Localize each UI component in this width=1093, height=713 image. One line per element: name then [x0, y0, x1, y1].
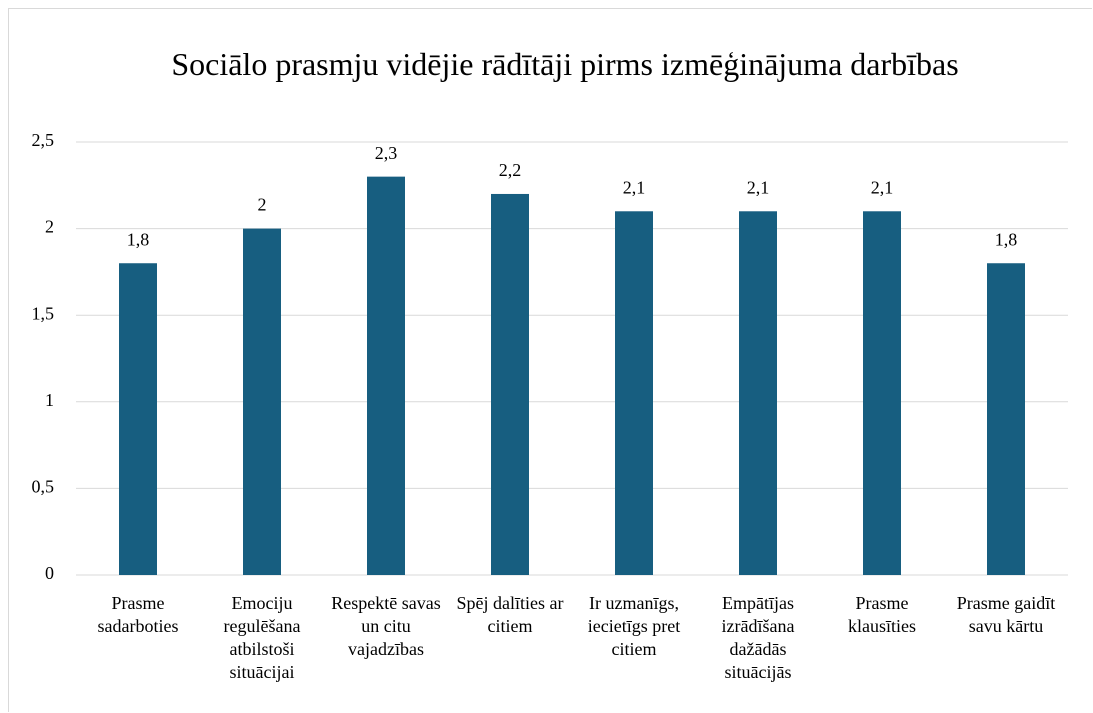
x-tick-label: Emociju regulēšana atbilstoši situācijai: [223, 593, 301, 682]
bar: [367, 176, 405, 575]
bar: [243, 228, 281, 575]
data-label: 2,1: [871, 177, 894, 197]
data-label: 2,3: [375, 143, 398, 163]
data-label: 1,8: [995, 229, 1018, 249]
bar: [739, 211, 777, 575]
x-tick-label: Spēj dalīties ar citiem: [456, 593, 564, 636]
bar: [863, 211, 901, 575]
chart-frame: [8, 8, 1092, 712]
y-tick-label: 0: [45, 563, 54, 583]
x-tick-label: Prasme gaidīt savu kārtu: [956, 593, 1056, 636]
x-tick-label: Empātījas izrādīšana dažādās situācijās: [721, 593, 795, 682]
y-tick-label: 2: [45, 217, 54, 237]
x-tick-label: Prasme sadarboties: [97, 593, 179, 636]
data-label: 1,8: [127, 229, 150, 249]
data-label: 2,1: [747, 177, 770, 197]
y-tick-label: 0,5: [32, 477, 55, 497]
data-label: 2,1: [623, 177, 646, 197]
data-label: 2: [258, 195, 267, 215]
y-tick-label: 1: [45, 390, 54, 410]
bar: [491, 193, 529, 575]
x-tick-label: Ir uzmanīgs, iecietīgs pret citiem: [587, 593, 681, 659]
bar: [119, 263, 157, 575]
bar: [615, 211, 653, 575]
data-label: 2,2: [499, 160, 522, 180]
y-tick-label: 2,5: [32, 130, 55, 150]
x-tick-label: Respektē savas un citu vajadzības: [331, 593, 441, 659]
chart-title: Sociālo prasmju vidējie rādītāji pirms i…: [171, 46, 959, 82]
bar: [987, 263, 1025, 575]
x-tick-label: Prasme klausīties: [848, 593, 916, 636]
y-tick-label: 1,5: [32, 303, 55, 323]
